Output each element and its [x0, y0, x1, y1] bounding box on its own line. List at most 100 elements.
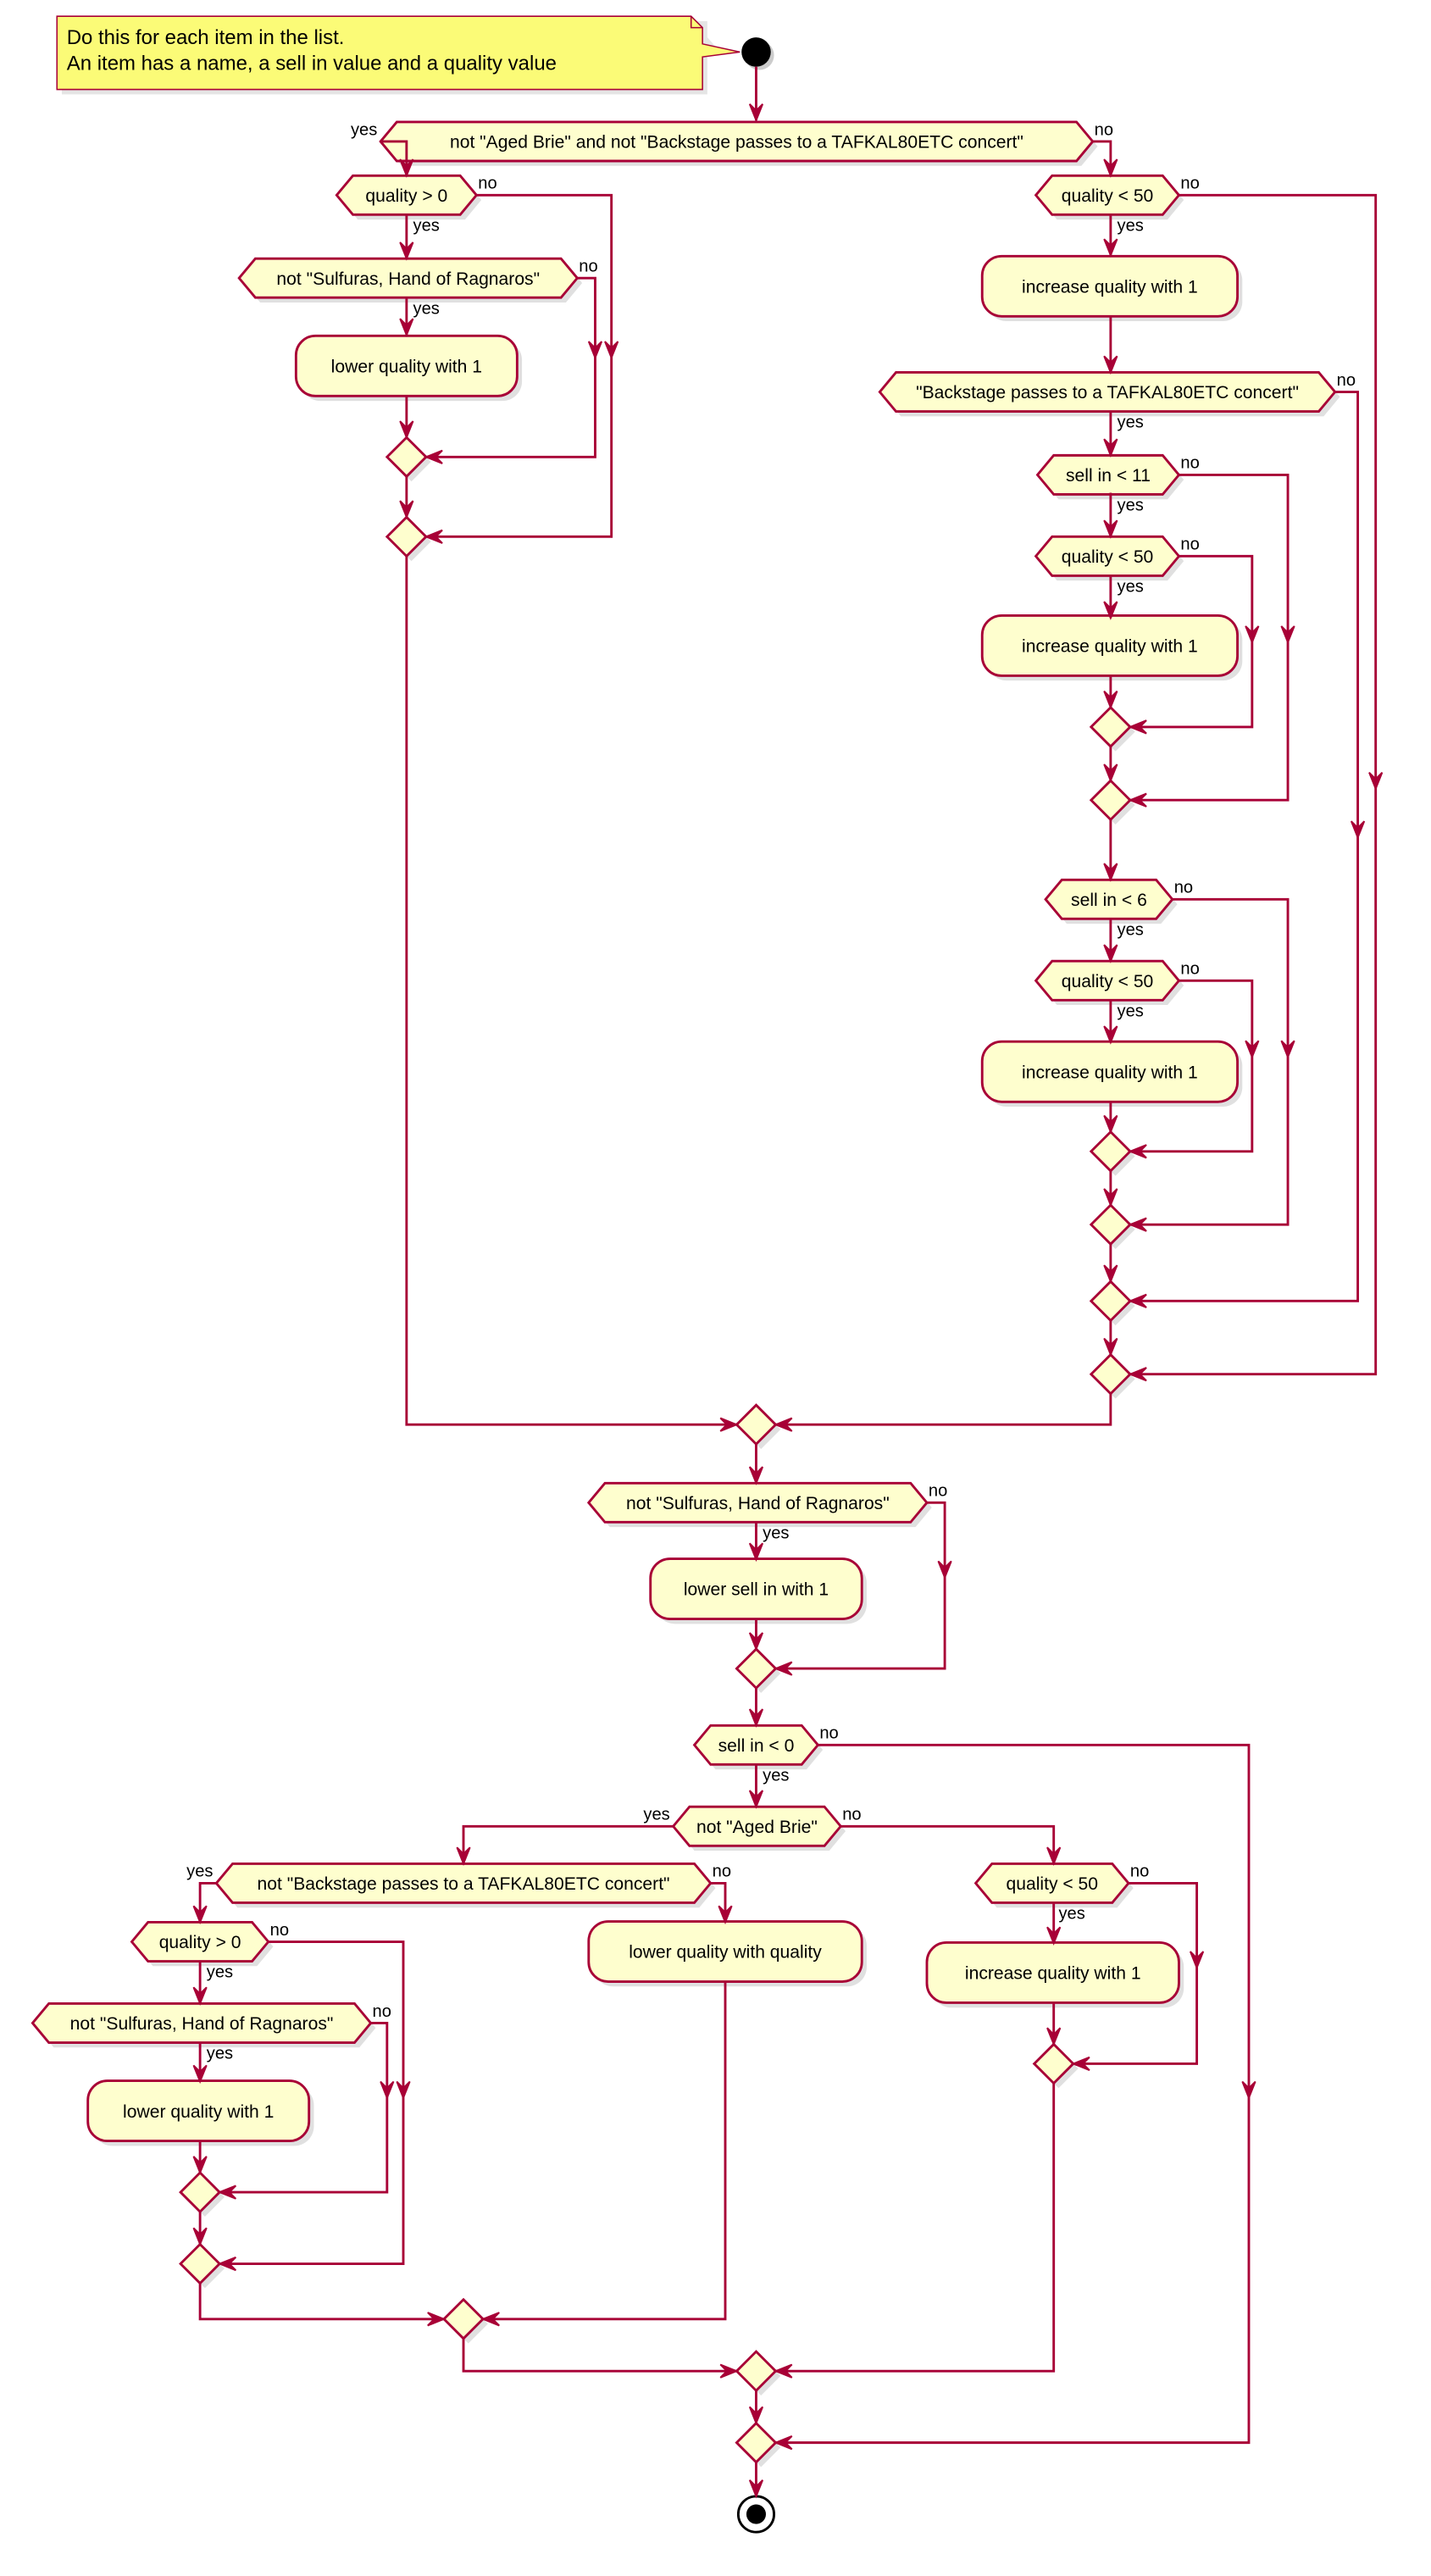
decision-text: quality > 0: [159, 1933, 241, 1952]
arrow-head-icon: [1103, 1114, 1118, 1135]
flow-edge: [483, 1980, 727, 2321]
note-box: [56, 15, 740, 91]
arrow-head-icon: [1128, 1217, 1147, 1232]
decision-text: quality < 50: [1062, 186, 1154, 206]
arrow-head-icon: [1103, 158, 1118, 178]
no-label: no: [1180, 454, 1199, 473]
arrow-head-icon: [1103, 519, 1118, 539]
yes-label: yes: [207, 2045, 233, 2063]
arrow-head-icon: [424, 449, 443, 464]
decision-node: sell in < 0 yes no: [692, 1724, 839, 1785]
arrow-head-icon: [773, 2363, 793, 2379]
decision-node: quality > 0 yes no: [335, 175, 497, 236]
activity-node: increase quality with 1: [980, 1040, 1243, 1108]
decision-node: quality < 50 yes no: [1034, 536, 1200, 597]
activity-text: increase quality with 1: [1022, 637, 1198, 657]
yes-label: yes: [1118, 921, 1144, 940]
arrow-head-icon: [192, 1905, 208, 1925]
flow-edge: [1073, 1881, 1199, 2065]
arrow-head-icon: [217, 2256, 237, 2272]
arrow-head-icon: [1280, 1040, 1295, 1060]
yes-label: yes: [413, 299, 440, 318]
decision-node: not "Sulfuras, Hand of Ragnaros" yes no: [586, 1482, 947, 1543]
arrow-head-icon: [480, 2312, 500, 2327]
activity-node: lower sell in with 1: [649, 1557, 867, 1624]
flow-edge: [219, 2022, 389, 2194]
decision-text: quality < 50: [1062, 547, 1154, 567]
flow-edge: [1129, 897, 1290, 1226]
arrow-head-icon: [192, 1986, 208, 2007]
decision-node: sell in < 6 yes no: [1044, 879, 1193, 940]
yes-label: yes: [207, 1963, 233, 1982]
arrow-head-icon: [399, 420, 414, 440]
arrow-head-icon: [1103, 438, 1118, 458]
arrow-head-icon: [748, 103, 764, 123]
yes-label: yes: [413, 217, 440, 236]
arrow-head-icon: [1103, 355, 1118, 375]
arrow-head-icon: [456, 1846, 471, 1866]
flow-edge: [462, 2338, 737, 2373]
decision-node: quality < 50 yes no: [1034, 175, 1200, 236]
arrow-head-icon: [399, 318, 414, 337]
decision-text: not "Aged Brie" and not "Backstage passe…: [450, 133, 1023, 153]
decision-node: sell in < 11 yes no: [1035, 454, 1200, 515]
arrow-head-icon: [1280, 625, 1295, 645]
arrow-head-icon: [1071, 2056, 1090, 2072]
no-label: no: [1180, 960, 1199, 979]
decision-text: quality < 50: [1006, 1874, 1098, 1894]
decision-node: not "Sulfuras, Hand of Ragnaros" yes no: [237, 258, 598, 318]
arrow-head-icon: [748, 1632, 764, 1652]
decision-text: "Backstage passes to a TAFKAL80ETC conce…: [916, 383, 1299, 402]
arrow-head-icon: [192, 2227, 208, 2247]
arrow-head-icon: [1103, 1025, 1118, 1045]
flow-edge: [425, 193, 613, 538]
arrow-head-icon: [773, 2435, 793, 2451]
yes-label: yes: [763, 1524, 789, 1543]
decision-node: not "Aged Brie" yes no: [643, 1806, 862, 1852]
activity-text: lower quality with quality: [629, 1943, 822, 1963]
yes-label: yes: [186, 1863, 213, 1881]
arrow-head-icon: [424, 529, 443, 544]
arrow-head-icon: [399, 158, 414, 178]
no-label: no: [1130, 1863, 1149, 1881]
arrow-head-icon: [1046, 1926, 1062, 1946]
arrow-head-icon: [1046, 2027, 1062, 2047]
decision-node: not "Sulfuras, Hand of Ragnaros" yes no: [31, 2002, 391, 2063]
no-label: no: [713, 1863, 731, 1881]
yes-label: yes: [1058, 1905, 1084, 1924]
yes-label: yes: [1118, 497, 1144, 515]
activity-text: lower sell in with 1: [684, 1580, 829, 1600]
arrow-head-icon: [399, 500, 414, 519]
arrow-head-icon: [719, 2363, 740, 2379]
arrow-head-icon: [1128, 1144, 1147, 1159]
decision-node: not "Aged Brie" and not "Backstage passe…: [351, 120, 1113, 166]
arrow-head-icon: [1103, 863, 1118, 882]
activity-node: increase quality with 1: [980, 613, 1243, 681]
no-label: no: [842, 1806, 861, 1824]
activity-shape: [86, 2079, 311, 2143]
flow-edge: [219, 1940, 405, 2265]
note-fold: [690, 16, 703, 29]
flow-edge: [198, 2283, 444, 2321]
arrow-head-icon: [1103, 690, 1118, 710]
arrow-head-icon: [427, 2312, 446, 2327]
arrow-head-icon: [380, 2080, 395, 2101]
no-label: no: [1180, 175, 1199, 193]
yes-label: yes: [351, 120, 377, 139]
arrow-head-icon: [1128, 1367, 1147, 1382]
decision-node: quality < 50 yes no: [1034, 960, 1200, 1020]
note-line: Do this for each item in the list.: [67, 26, 345, 49]
flow-edge: [380, 140, 408, 176]
decision-text: not "Backstage passes to a TAFKAL80ETC c…: [257, 1874, 669, 1894]
flow-edge: [840, 1824, 1056, 1864]
arrow-head-icon: [937, 1560, 952, 1580]
yes-label: yes: [643, 1806, 669, 1824]
arrow-head-icon: [1190, 1951, 1205, 1970]
flow-edge: [198, 1881, 217, 1923]
activity-node: lower quality with quality: [587, 1920, 867, 1987]
arrow-head-icon: [748, 1466, 764, 1485]
decision-node: "Backstage passes to a TAFKAL80ETC conce…: [878, 371, 1356, 432]
arrow-head-icon: [748, 1708, 764, 1728]
decision-node: quality > 0 yes no: [130, 1921, 289, 1982]
flow-edge: [1129, 979, 1254, 1153]
